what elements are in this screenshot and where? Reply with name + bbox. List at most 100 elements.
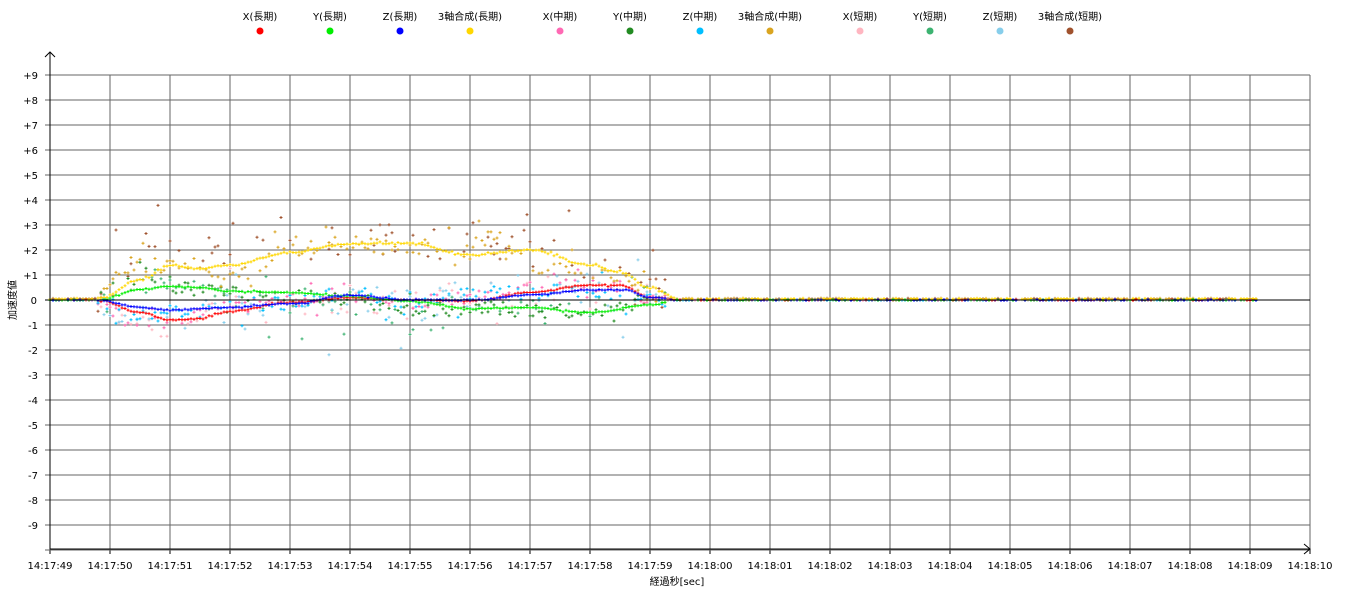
data-point	[201, 303, 205, 307]
data-point	[630, 308, 634, 312]
data-point	[192, 307, 196, 311]
data-point	[498, 257, 502, 261]
data-point	[342, 282, 346, 286]
legend-marker-icon	[556, 27, 564, 35]
data-point	[363, 294, 367, 298]
data-point	[483, 243, 487, 247]
data-point	[264, 290, 268, 294]
data-point	[375, 301, 379, 305]
x-tick-label: 14:18:01	[748, 561, 793, 572]
data-point	[300, 291, 304, 295]
data-point	[408, 295, 412, 299]
data-point	[339, 307, 343, 311]
data-point	[489, 300, 493, 304]
data-point	[330, 295, 334, 299]
data-point	[630, 275, 634, 279]
data-point	[126, 277, 130, 281]
data-point	[432, 245, 436, 249]
data-point	[546, 252, 550, 256]
data-point	[666, 293, 670, 297]
data-point	[423, 304, 427, 308]
data-point	[579, 262, 583, 266]
data-point	[741, 296, 745, 300]
data-point	[435, 313, 439, 317]
data-point	[510, 310, 514, 314]
data-point	[192, 279, 196, 283]
data-point	[654, 295, 658, 299]
data-point	[480, 239, 484, 243]
data-point	[489, 230, 493, 234]
data-point	[525, 283, 529, 287]
data-point	[234, 309, 238, 313]
data-point	[513, 293, 517, 297]
data-point	[567, 270, 571, 274]
data-point	[663, 292, 667, 296]
data-point	[240, 290, 244, 294]
data-point	[654, 286, 658, 290]
data-point	[285, 294, 289, 298]
data-point	[426, 243, 430, 247]
data-point	[633, 283, 637, 287]
data-point	[333, 300, 337, 304]
data-point	[105, 295, 109, 299]
legend-label: Z(中期)	[683, 10, 718, 23]
data-point	[483, 307, 487, 311]
data-point	[366, 247, 370, 251]
data-point	[477, 307, 481, 311]
data-point	[270, 302, 274, 306]
data-point	[156, 319, 160, 323]
data-point	[1227, 296, 1231, 300]
data-point	[546, 307, 550, 311]
data-point	[234, 272, 238, 276]
data-point	[450, 307, 454, 311]
data-point	[162, 264, 166, 268]
data-point	[975, 296, 979, 300]
data-point	[204, 307, 208, 311]
data-point	[240, 301, 244, 305]
data-point	[126, 281, 130, 285]
legend-label: Y(長期)	[312, 11, 347, 23]
data-point	[387, 296, 391, 300]
data-point	[288, 291, 292, 295]
data-point	[189, 285, 193, 289]
data-point	[210, 251, 214, 255]
data-point	[588, 307, 592, 311]
data-point	[477, 254, 481, 258]
data-point	[189, 320, 193, 324]
x-tick-label: 14:17:51	[148, 561, 193, 572]
data-point	[372, 308, 376, 312]
data-point	[435, 293, 439, 297]
data-point	[474, 294, 478, 298]
data-point	[363, 300, 367, 304]
data-point	[393, 249, 397, 253]
data-point	[639, 294, 643, 298]
data-point	[108, 313, 112, 317]
data-point	[651, 296, 655, 300]
data-point	[135, 278, 139, 282]
data-point	[99, 305, 103, 309]
data-point	[528, 314, 532, 318]
data-point	[642, 284, 646, 288]
legend-marker-icon	[1066, 27, 1074, 35]
data-point	[276, 245, 280, 249]
data-point	[231, 306, 235, 310]
data-point	[237, 308, 241, 312]
data-point	[564, 289, 568, 293]
data-point	[330, 226, 334, 230]
data-point	[273, 230, 277, 234]
data-point	[570, 310, 574, 314]
data-point	[630, 304, 634, 308]
data-point	[210, 274, 214, 278]
data-point	[129, 279, 133, 283]
data-point	[843, 296, 847, 300]
data-point	[585, 283, 589, 287]
data-point	[384, 233, 388, 237]
data-point	[558, 281, 562, 285]
data-point	[516, 249, 520, 253]
data-point	[231, 289, 235, 293]
data-point	[552, 262, 556, 266]
data-point	[573, 289, 577, 293]
data-point	[564, 278, 568, 282]
data-point	[222, 277, 226, 281]
